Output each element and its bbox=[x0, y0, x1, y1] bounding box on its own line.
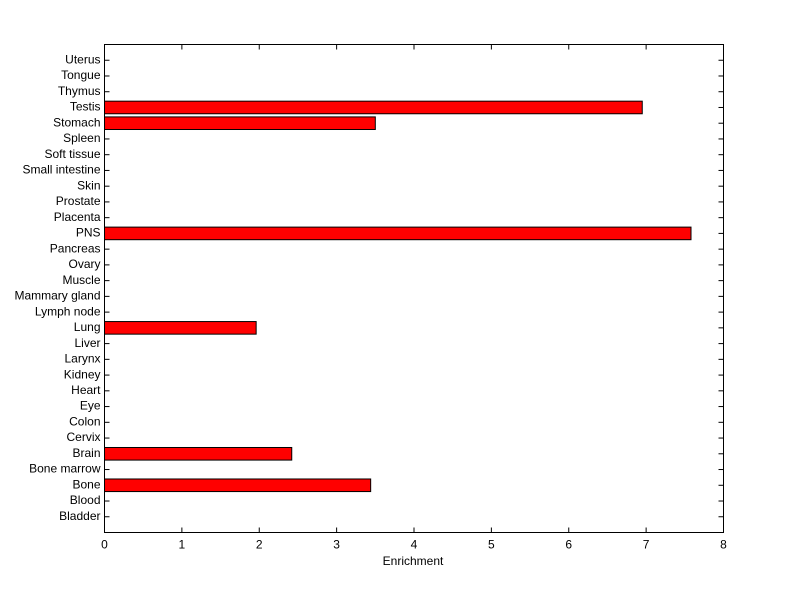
bar bbox=[104, 446, 293, 461]
x-axis-label: Enrichment bbox=[383, 554, 444, 568]
x-tick-label: 3 bbox=[333, 538, 340, 552]
y-tick-label: Bone bbox=[72, 477, 100, 491]
y-tick-label: Liver bbox=[74, 336, 100, 350]
y-tick-label: Testis bbox=[70, 100, 101, 114]
bar bbox=[104, 116, 376, 131]
x-tick-label: 2 bbox=[256, 538, 263, 552]
y-tick-label: Soft tissue bbox=[44, 147, 100, 161]
y-tick-label: Cervix bbox=[66, 430, 100, 444]
y-tick-label: Uterus bbox=[65, 52, 100, 66]
y-tick-label: Placenta bbox=[54, 210, 101, 224]
bar bbox=[104, 226, 692, 241]
x-tick-label: 5 bbox=[488, 538, 495, 552]
y-tick-label: Kidney bbox=[64, 367, 101, 381]
bar bbox=[104, 478, 372, 493]
y-tick-label: Brain bbox=[72, 446, 100, 460]
y-tick-label: Pancreas bbox=[50, 241, 101, 255]
y-tick-label: Bladder bbox=[59, 509, 100, 523]
y-tick-label: Colon bbox=[69, 414, 100, 428]
y-tick-label: Skin bbox=[77, 178, 100, 192]
y-tick-label: Mammary gland bbox=[14, 289, 100, 303]
y-tick-label: Spleen bbox=[63, 131, 100, 145]
x-tick-label: 0 bbox=[101, 538, 108, 552]
x-tick-label: 1 bbox=[179, 538, 186, 552]
y-tick-label: Muscle bbox=[62, 273, 100, 287]
bar bbox=[104, 321, 257, 335]
y-tick-label: Bone marrow bbox=[29, 462, 101, 476]
y-tick-label: Stomach bbox=[53, 115, 100, 129]
bar bbox=[104, 100, 643, 115]
y-tick-label: Eye bbox=[80, 399, 101, 413]
y-tick-label: Small intestine bbox=[22, 163, 100, 177]
y-tick-label: Lung bbox=[74, 320, 101, 334]
y-tick-label: Lymph node bbox=[35, 304, 101, 318]
y-tick-label: Tongue bbox=[61, 68, 101, 82]
x-tick-label: 8 bbox=[720, 538, 727, 552]
y-tick-label: PNS bbox=[76, 226, 101, 240]
y-tick-label: Heart bbox=[71, 383, 101, 397]
y-tick-label: Ovary bbox=[68, 257, 100, 271]
x-tick-label: 4 bbox=[411, 538, 418, 552]
y-tick-label: Blood bbox=[70, 493, 101, 507]
y-tick-label: Larynx bbox=[64, 352, 100, 366]
x-tick-label: 7 bbox=[643, 538, 650, 552]
x-tick-label: 6 bbox=[565, 538, 572, 552]
y-tick-label: Thymus bbox=[58, 84, 101, 98]
y-tick-label: Prostate bbox=[56, 194, 101, 208]
